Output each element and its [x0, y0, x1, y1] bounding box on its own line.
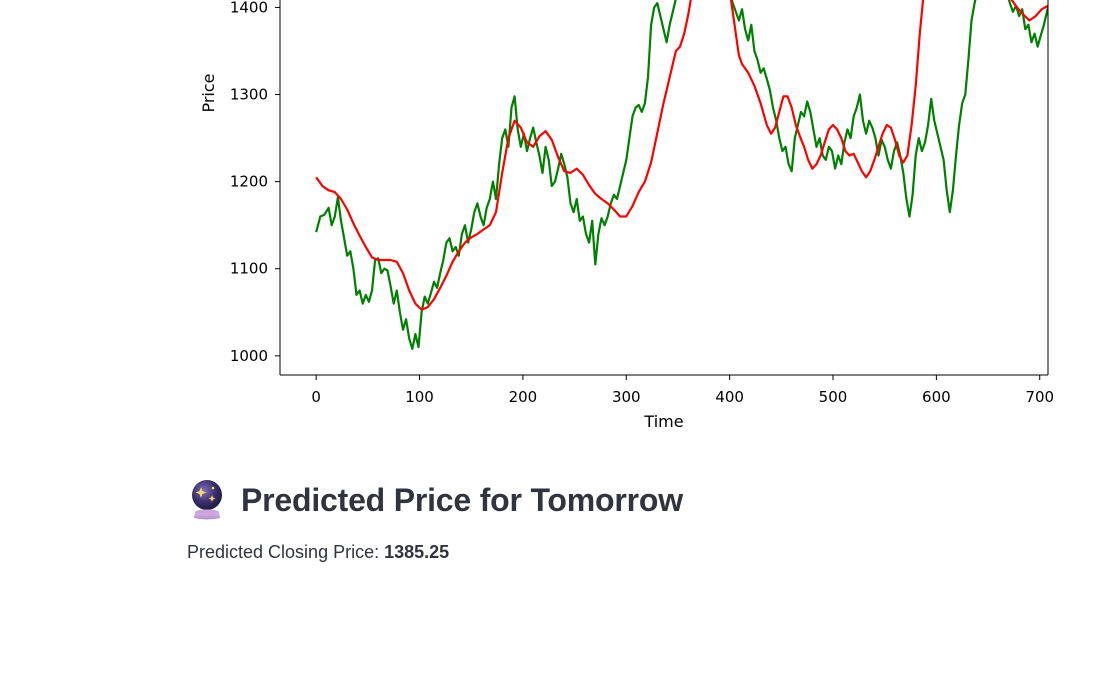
x-axis-label: Time	[643, 412, 683, 431]
series-layer	[315, 0, 1048, 350]
x-tick-label: 100	[405, 388, 434, 406]
prediction-heading: Predicted Price for Tomorrow	[187, 476, 1087, 524]
y-axis-label: Price	[199, 73, 218, 112]
prediction-section: Predicted Price for Tomorrow Predicted C…	[187, 476, 1087, 563]
prediction-title: Predicted Price for Tomorrow	[241, 481, 683, 518]
x-tick-label: 500	[819, 388, 848, 406]
y-tick-label: 1100	[230, 260, 268, 278]
y-tick-label: 1200	[230, 173, 268, 191]
series-line-2	[315, 0, 1048, 311]
x-tick-label: 600	[922, 388, 951, 406]
prediction-label: Predicted Closing Price:	[187, 542, 385, 562]
crystal-ball-icon	[187, 478, 227, 522]
predicted-closing-price: Predicted Closing Price: 1385.25	[187, 542, 1087, 563]
y-tick-label: 1400	[230, 0, 268, 16]
x-tick-label: 200	[509, 388, 538, 406]
prediction-value: 1385.25	[384, 542, 450, 562]
x-tick-label: 0	[311, 388, 321, 406]
series-line-1	[315, 0, 1048, 350]
ticks-layer: 0 100 200 300 400 500 600 700 1000 1100 1200 1300 14…	[230, 0, 1054, 406]
y-tick-label: 1000	[230, 347, 268, 365]
x-tick-label: 400	[715, 388, 744, 406]
y-tick-label: 1300	[230, 86, 268, 104]
x-tick-label: 300	[612, 388, 641, 406]
x-tick-label: 700	[1025, 388, 1054, 406]
price-chart: 0 100 200 300 400 500 600 700 1000 1100 1200 1300 14…	[199, 0, 1054, 431]
axes-layer	[279, 0, 1049, 376]
